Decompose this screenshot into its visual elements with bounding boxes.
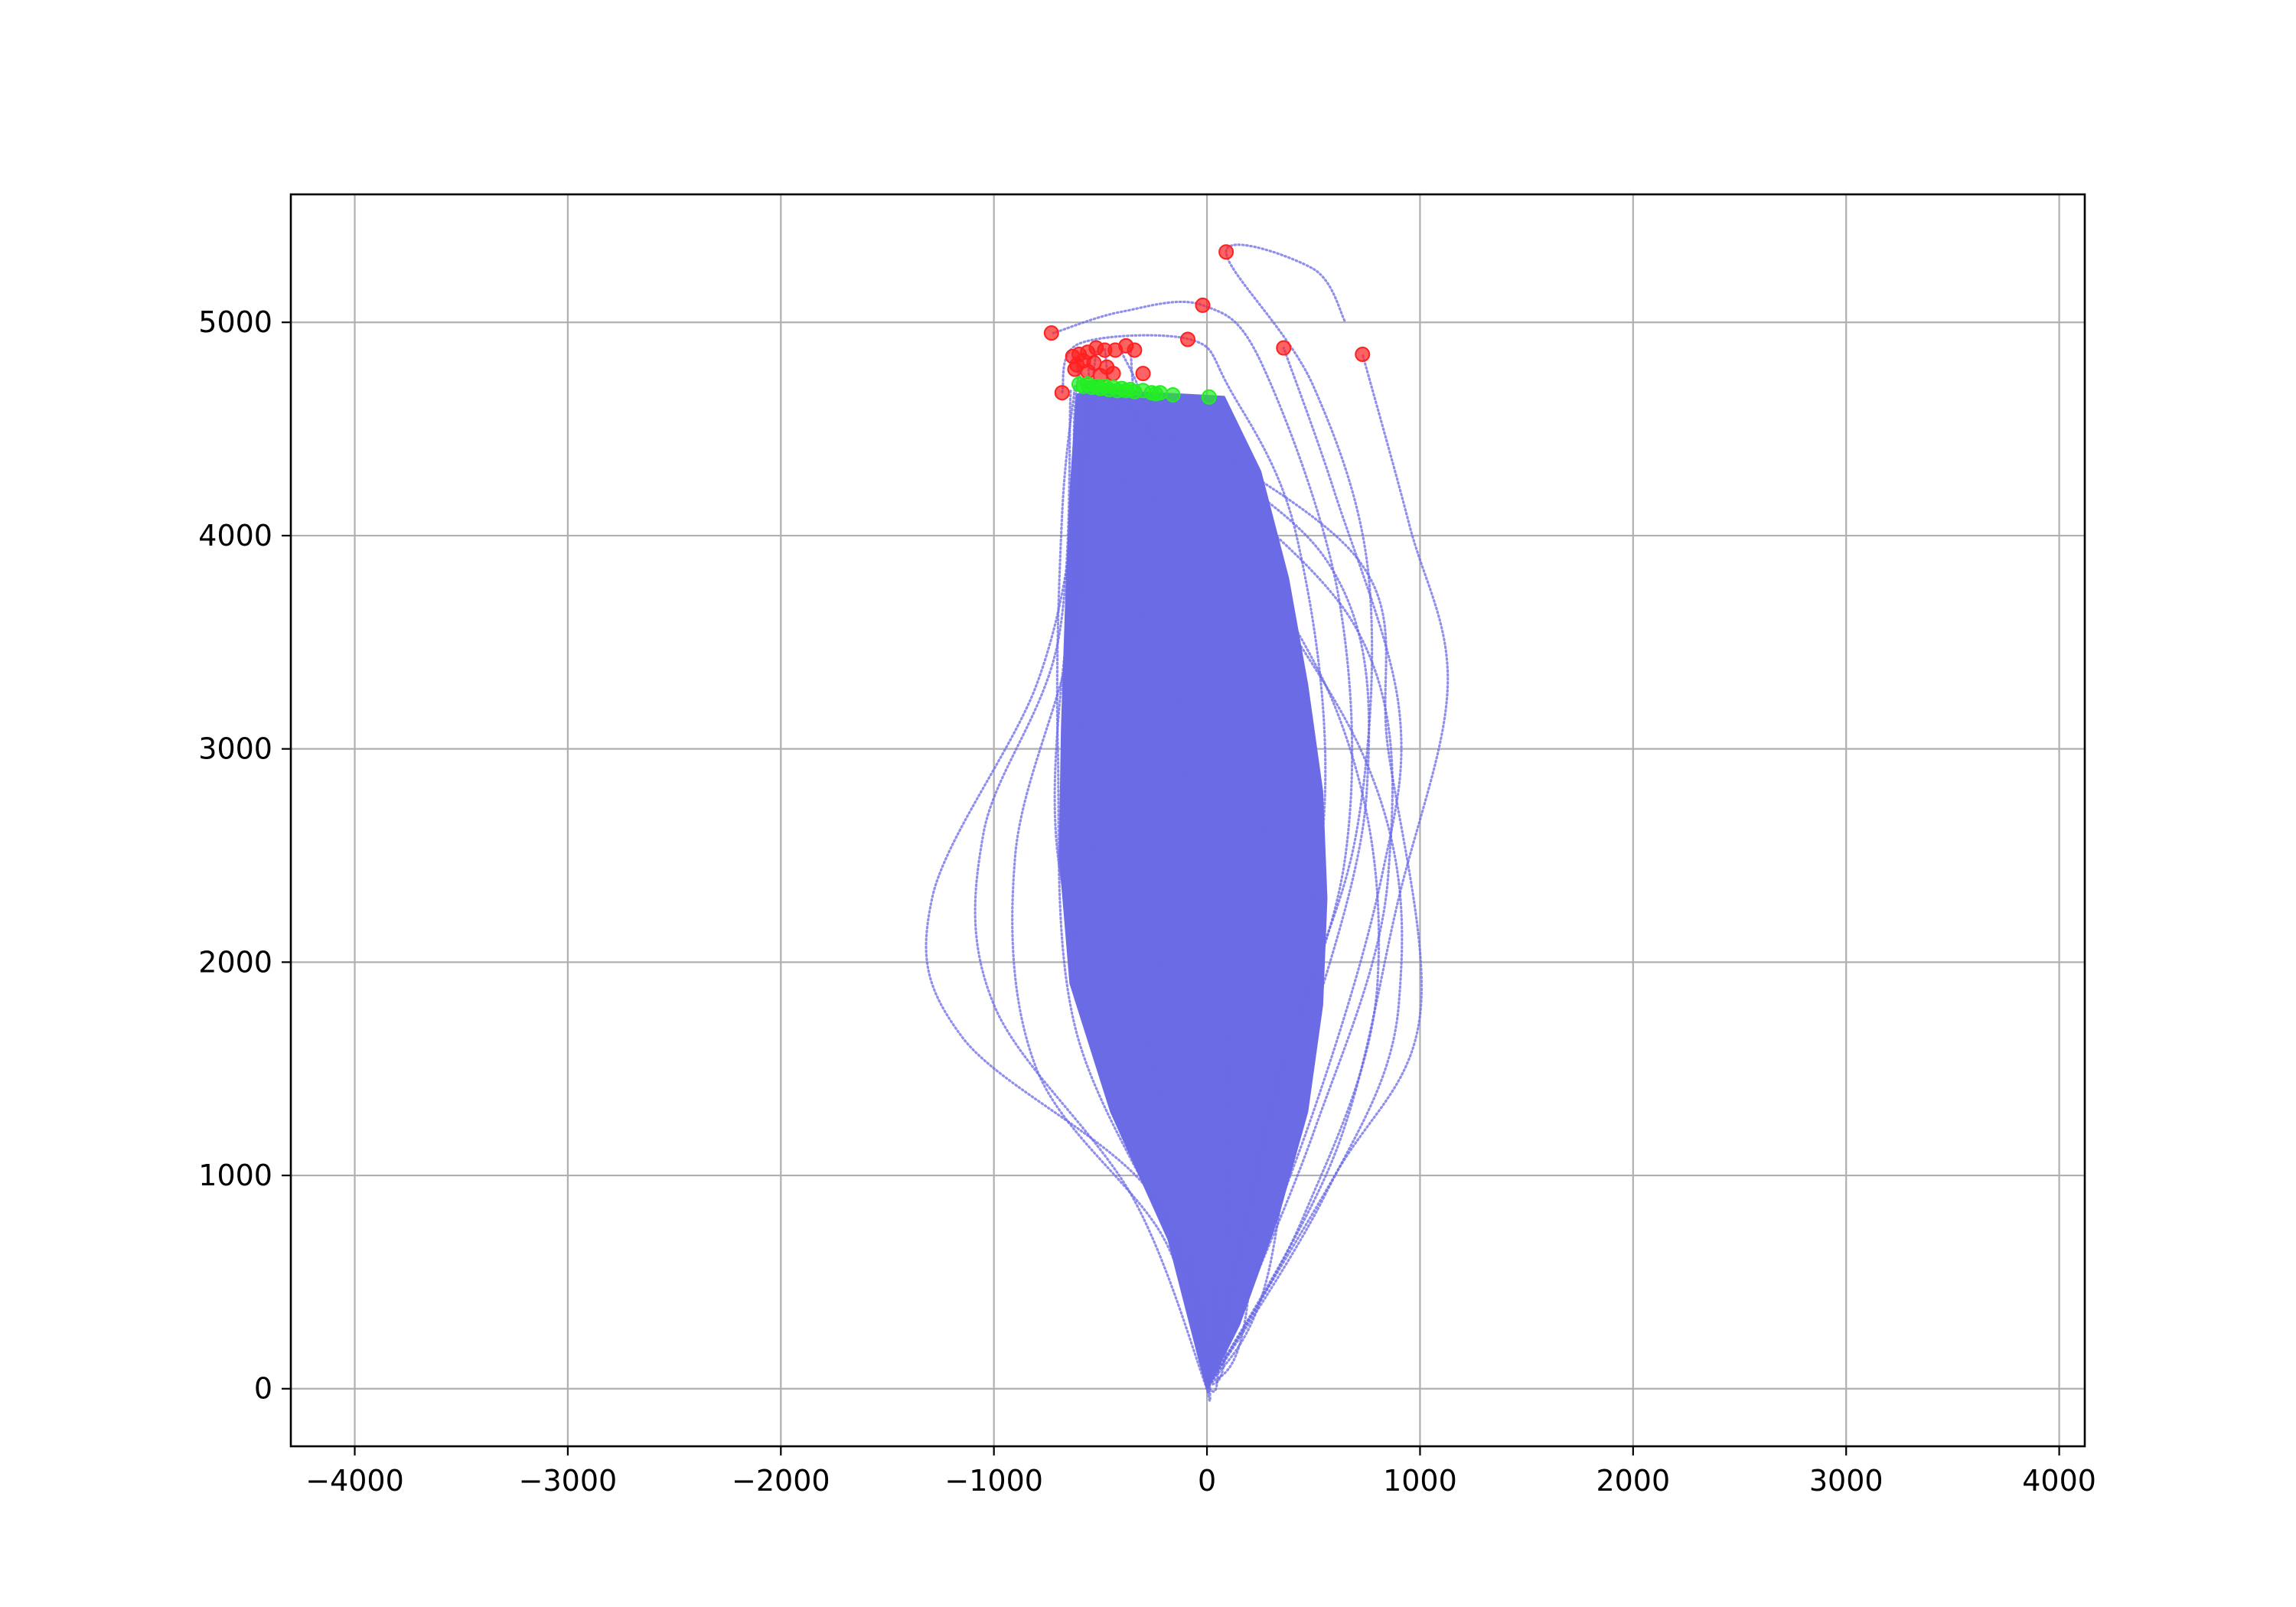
y-tick-label: 0 <box>254 1372 272 1406</box>
trajectory-curve <box>1129 347 1251 1390</box>
y-tick-label: 4000 <box>198 519 272 553</box>
red-endpoint <box>1105 366 1121 382</box>
trajectory-curve <box>1082 383 1371 1390</box>
y-tick-label: 3000 <box>198 732 272 766</box>
red-endpoint <box>1054 385 1070 401</box>
green-endpoint <box>1165 386 1181 403</box>
trajectory-curve <box>974 389 1208 1390</box>
trajectory-curve <box>1011 385 1208 1390</box>
x-tick-label: −3000 <box>519 1464 618 1498</box>
red-endpoint <box>1067 361 1083 377</box>
trajectory-curve <box>1205 353 1450 1390</box>
trajectory-curve <box>1055 385 1208 1390</box>
y-tick-label: 2000 <box>198 945 272 979</box>
trajectory-curve <box>925 396 1208 1390</box>
trajectory-curve <box>1053 355 1208 1390</box>
red-endpoint <box>1195 297 1211 313</box>
y-tick-label: 1000 <box>198 1159 272 1192</box>
red-endpoint <box>1355 347 1371 363</box>
trajectory-curve <box>1077 348 1208 1390</box>
red-endpoint <box>1127 342 1143 358</box>
x-tick-label: 4000 <box>2022 1464 2096 1498</box>
x-tick-label: −2000 <box>732 1464 830 1498</box>
x-axis: −4000 −3000 −2000 −1000 0 1000 2000 3000 4000 <box>305 1446 2096 1498</box>
trajectory-curve <box>1086 359 1241 1390</box>
x-tick-label: 3000 <box>1809 1464 1883 1498</box>
red-endpoint <box>1080 363 1096 380</box>
x-tick-label: 1000 <box>1383 1464 1457 1498</box>
plot-area <box>925 243 1450 1403</box>
trajectory-curve <box>1116 387 1404 1390</box>
green-endpoint <box>1152 385 1168 401</box>
y-axis: 0 1000 2000 3000 4000 5000 <box>198 305 291 1406</box>
x-tick-label: 0 <box>1198 1464 1216 1498</box>
x-tick-label: −4000 <box>305 1464 404 1498</box>
trajectory-curve <box>1120 350 1283 1390</box>
y-tick-label: 5000 <box>198 305 272 339</box>
red-endpoint <box>1135 366 1151 382</box>
x-tick-label: 2000 <box>1596 1464 1670 1498</box>
red-endpoint <box>1276 340 1292 356</box>
red-endpoint <box>1107 342 1124 358</box>
trajectory-curve <box>1205 347 1403 1390</box>
trajectory-curve <box>1091 385 1394 1390</box>
red-endpoint <box>1218 244 1234 260</box>
trajectory-curve <box>1061 334 1327 1390</box>
red-endpoint <box>1180 331 1195 347</box>
trajectory-curve <box>1072 363 1208 1390</box>
axes-frame <box>289 193 2086 1448</box>
red-endpoint <box>1043 325 1059 341</box>
green-endpoint <box>1201 389 1217 405</box>
trajectory-curve <box>1103 347 1230 1390</box>
x-tick-label: −1000 <box>944 1464 1043 1498</box>
